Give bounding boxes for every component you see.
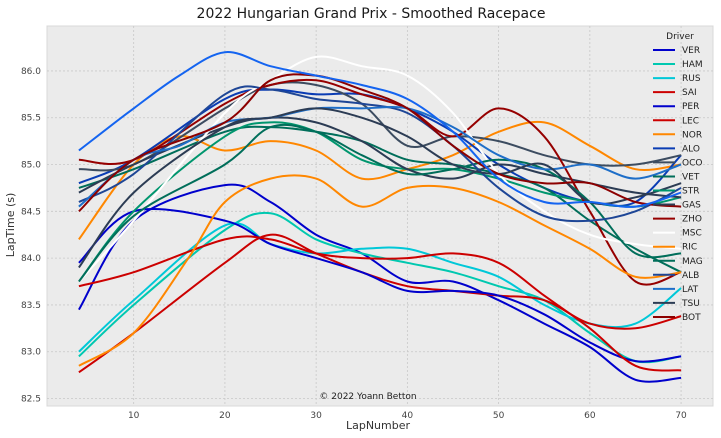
- legend-label-vet: VET: [682, 172, 700, 182]
- y-tick-label: 85.0: [21, 161, 41, 171]
- legend-label-sai: SAI: [682, 88, 697, 98]
- chart-title: 2022 Hungarian Grand Prix - Smoothed Rac…: [197, 6, 546, 22]
- y-tick-label: 83.0: [21, 348, 41, 358]
- series-line-lat: [78, 105, 682, 208]
- x-tick-label: 30: [310, 411, 322, 421]
- series-line-ham: [78, 211, 682, 364]
- y-tick-label: 84.5: [21, 207, 41, 217]
- x-tick-label: 50: [493, 411, 505, 421]
- legend-label-rus: RUS: [682, 74, 701, 84]
- legend-label-str: STR: [682, 187, 699, 197]
- legend-label-lat: LAT: [682, 285, 699, 295]
- legend: Driver VER HAM RUS SAI PER LEC NOR ALO OCO VET STR…: [653, 32, 703, 323]
- legend-label-msc: MSC: [682, 229, 702, 239]
- y-tick-label: 84.0: [21, 254, 41, 264]
- legend-label-zho: ZHO: [682, 215, 702, 225]
- series-line-ver: [78, 183, 682, 383]
- copyright-annotation: © 2022 Yoann Betton: [319, 392, 416, 402]
- series-lines: [78, 51, 682, 383]
- y-tick-label: 83.5: [21, 301, 41, 311]
- legend-label-per: PER: [682, 102, 699, 112]
- y-tick-label: 86.0: [21, 67, 41, 77]
- legend-label-alo: ALO: [682, 144, 700, 154]
- legend-label-bot: BOT: [682, 313, 701, 323]
- legend-title: Driver: [666, 32, 694, 42]
- x-tick-label: 70: [675, 411, 687, 421]
- y-tick-label: 85.5: [21, 114, 41, 124]
- legend-label-ham: HAM: [682, 60, 703, 70]
- x-tick-label: 40: [402, 411, 414, 421]
- series-line-lec: [78, 235, 682, 372]
- legend-label-alb: ALB: [682, 271, 699, 281]
- y-axis-label: LapTime (s): [4, 193, 17, 258]
- series-line-nor: [78, 120, 682, 240]
- legend-label-ver: VER: [682, 46, 700, 56]
- series-line-unlabeled: [78, 51, 682, 208]
- x-tick-label: 10: [128, 411, 140, 421]
- legend-label-ric: RIC: [682, 243, 697, 253]
- x-tick-label: 20: [219, 411, 231, 421]
- series-line-bot: [78, 73, 682, 213]
- legend-label-nor: NOR: [682, 130, 702, 140]
- axes: 10 20 30 40 50 60 70 82.5 83.0 83.5 84.0 84.5 85.0 85…: [21, 67, 687, 421]
- legend-label-oco: OCO: [682, 158, 702, 168]
- y-tick-label: 82.5: [21, 395, 41, 405]
- legend-label-gas: GAS: [682, 201, 701, 211]
- series-line-ric: [78, 174, 682, 367]
- legend-label-lec: LEC: [682, 116, 699, 126]
- series-line-sai: [78, 233, 682, 374]
- legend-label-mag: MAG: [682, 257, 703, 267]
- x-axis-label: LapNumber: [346, 419, 411, 432]
- legend-label-tsu: TSU: [681, 299, 700, 309]
- x-tick-label: 60: [584, 411, 596, 421]
- series-line-alb: [78, 85, 682, 223]
